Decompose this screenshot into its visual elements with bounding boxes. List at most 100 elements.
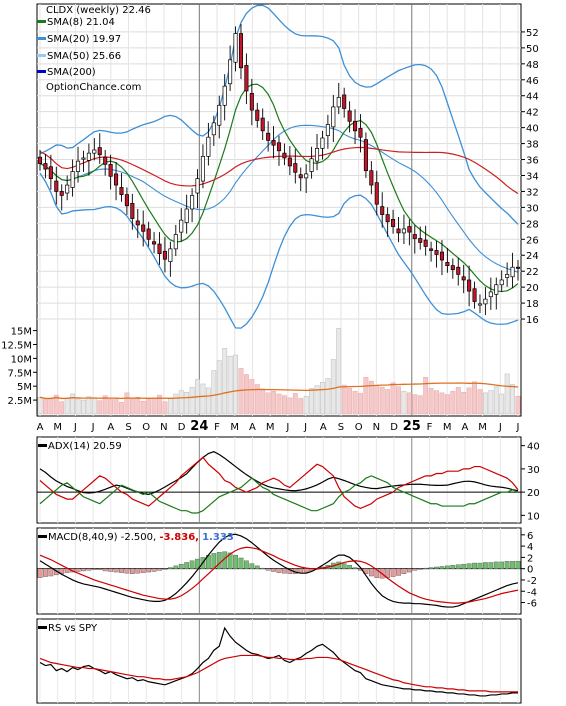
macd-hist-bar-82 bbox=[483, 562, 488, 569]
price-tick-label-26: 26 bbox=[526, 235, 539, 246]
rs-legend-swatch bbox=[38, 626, 47, 629]
legend-label-sma20: SMA(20) 19.97 bbox=[47, 34, 121, 45]
macd-hist-bar-37 bbox=[238, 557, 244, 569]
macd-grid bbox=[37, 528, 521, 614]
candle-body-16 bbox=[124, 194, 129, 207]
adx-lines-series-0 bbox=[39, 451, 519, 496]
candle-body-18 bbox=[135, 220, 140, 226]
volume-bar-41 bbox=[260, 388, 266, 415]
candle-body-80 bbox=[472, 288, 477, 302]
volume-bar-59 bbox=[358, 393, 363, 415]
candle-body-8 bbox=[81, 157, 86, 160]
volume-bar-64 bbox=[385, 389, 391, 415]
candle-body-37 bbox=[238, 33, 244, 69]
macd-hist-bar-20 bbox=[146, 568, 152, 573]
volume-bar-30 bbox=[200, 383, 206, 415]
macd-hist-bar-40 bbox=[254, 565, 260, 569]
volume-bar-47 bbox=[292, 393, 298, 415]
legend-item-sma8: SMA(8) 21.04 bbox=[37, 17, 115, 28]
macd-hist-bar-42 bbox=[265, 568, 271, 571]
x-label-15: J bbox=[303, 422, 307, 433]
volume-bar-78 bbox=[461, 392, 467, 415]
legend-item-sma200: SMA(200) bbox=[37, 67, 96, 78]
volume-bar-21 bbox=[151, 397, 157, 415]
volume-bar-83 bbox=[488, 390, 494, 415]
macd-hist-bar-43 bbox=[271, 568, 276, 572]
candle-body-71 bbox=[423, 239, 428, 247]
candle-body-7 bbox=[75, 160, 81, 172]
volume-bar-79 bbox=[466, 387, 472, 415]
volume-bar-68 bbox=[406, 392, 412, 415]
x-label-13: M bbox=[266, 422, 275, 433]
candle-body-1 bbox=[43, 163, 48, 170]
candle-body-22 bbox=[157, 243, 162, 254]
macd-hist-bar-26 bbox=[178, 563, 184, 569]
macd-hist-bar-81 bbox=[477, 562, 483, 569]
candle-body-29 bbox=[195, 178, 200, 194]
candle-body-26 bbox=[179, 219, 184, 233]
volume-tick-label-1: 5M bbox=[17, 382, 32, 393]
macd-lines-tick-label--4: -4 bbox=[527, 587, 537, 598]
candle-body-2 bbox=[48, 166, 53, 180]
volume-bar-31 bbox=[205, 387, 211, 415]
adx-lines bbox=[39, 451, 519, 514]
macd-hist-bar-70 bbox=[417, 568, 423, 570]
x-label-27: J bbox=[516, 422, 520, 433]
adx-label: ADX(14) 20.59 bbox=[48, 441, 122, 452]
legend-label-sma50: SMA(50) 25.66 bbox=[47, 51, 121, 62]
legend-swatch-sma200 bbox=[37, 70, 46, 73]
macd-lines-tick-label--6: -6 bbox=[527, 599, 537, 610]
x-label-22: F bbox=[427, 422, 433, 433]
macd-lines-series-0 bbox=[39, 533, 519, 608]
macd-hist-bar-29 bbox=[195, 558, 200, 569]
x-label-7: N bbox=[160, 422, 167, 433]
price-legend: CLDX (weekly) 22.46 SMA(8) 21.04 SMA(20)… bbox=[37, 5, 151, 93]
rs-lines-series-0 bbox=[39, 626, 518, 697]
volume-bar-43 bbox=[271, 390, 276, 415]
x-label-8: D bbox=[178, 422, 186, 433]
macd-hist-bar-22 bbox=[157, 568, 162, 571]
candle-body-55 bbox=[336, 96, 341, 108]
candle-body-84 bbox=[494, 284, 499, 295]
volume-bar-60 bbox=[363, 377, 369, 415]
volume-bar-66 bbox=[396, 386, 401, 415]
candle-body-76 bbox=[450, 265, 455, 270]
macd-hist-bar-75 bbox=[445, 565, 450, 569]
candle-body-46 bbox=[287, 157, 292, 167]
macd-hist-bar-9 bbox=[86, 568, 92, 571]
candle-body-15 bbox=[119, 187, 124, 195]
price-tick-label-52: 52 bbox=[526, 28, 539, 39]
macd-hist-bar-11 bbox=[97, 568, 103, 571]
macd-hist-bar-15 bbox=[119, 568, 124, 573]
x-label-1: M bbox=[53, 422, 62, 433]
macd-hist-bar-55 bbox=[336, 561, 342, 569]
volume-bar-73 bbox=[434, 390, 439, 415]
candle-body-54 bbox=[331, 106, 336, 128]
candlesticks bbox=[37, 23, 521, 316]
candle-body-6 bbox=[70, 171, 75, 188]
moving-average-lines bbox=[39, 4, 519, 329]
macd-hist-bar-65 bbox=[390, 568, 396, 577]
macd-hist-bar-45 bbox=[282, 568, 287, 574]
signal-value: 1.333 bbox=[202, 532, 234, 543]
macd-hist-bar-36 bbox=[233, 554, 238, 569]
rs-grid bbox=[39, 619, 519, 703]
macd-hist-bar-17 bbox=[129, 568, 135, 574]
macd-hist-bar-23 bbox=[162, 568, 168, 570]
volume-bar-65 bbox=[390, 382, 396, 415]
macd-hist-bar-14 bbox=[113, 568, 119, 573]
volume-bar-55 bbox=[336, 328, 342, 415]
price-tick-label-38: 38 bbox=[526, 140, 539, 151]
macd-hist-bar-16 bbox=[124, 568, 130, 574]
macd-hist-bar-87 bbox=[510, 561, 515, 569]
macd-hist-bar-80 bbox=[472, 562, 477, 569]
macd-lines-tick-label-4: 4 bbox=[527, 542, 533, 553]
adx-lines-tick-label-40: 40 bbox=[527, 442, 540, 453]
candle-body-38 bbox=[244, 65, 249, 92]
macd-hist-bar-76 bbox=[450, 565, 456, 569]
volume-bar-0 bbox=[37, 397, 43, 415]
macd-hist-bar-58 bbox=[352, 567, 358, 569]
candle-body-87 bbox=[510, 266, 515, 278]
candle-body-47 bbox=[293, 163, 298, 173]
x-label-18: O bbox=[355, 422, 363, 433]
